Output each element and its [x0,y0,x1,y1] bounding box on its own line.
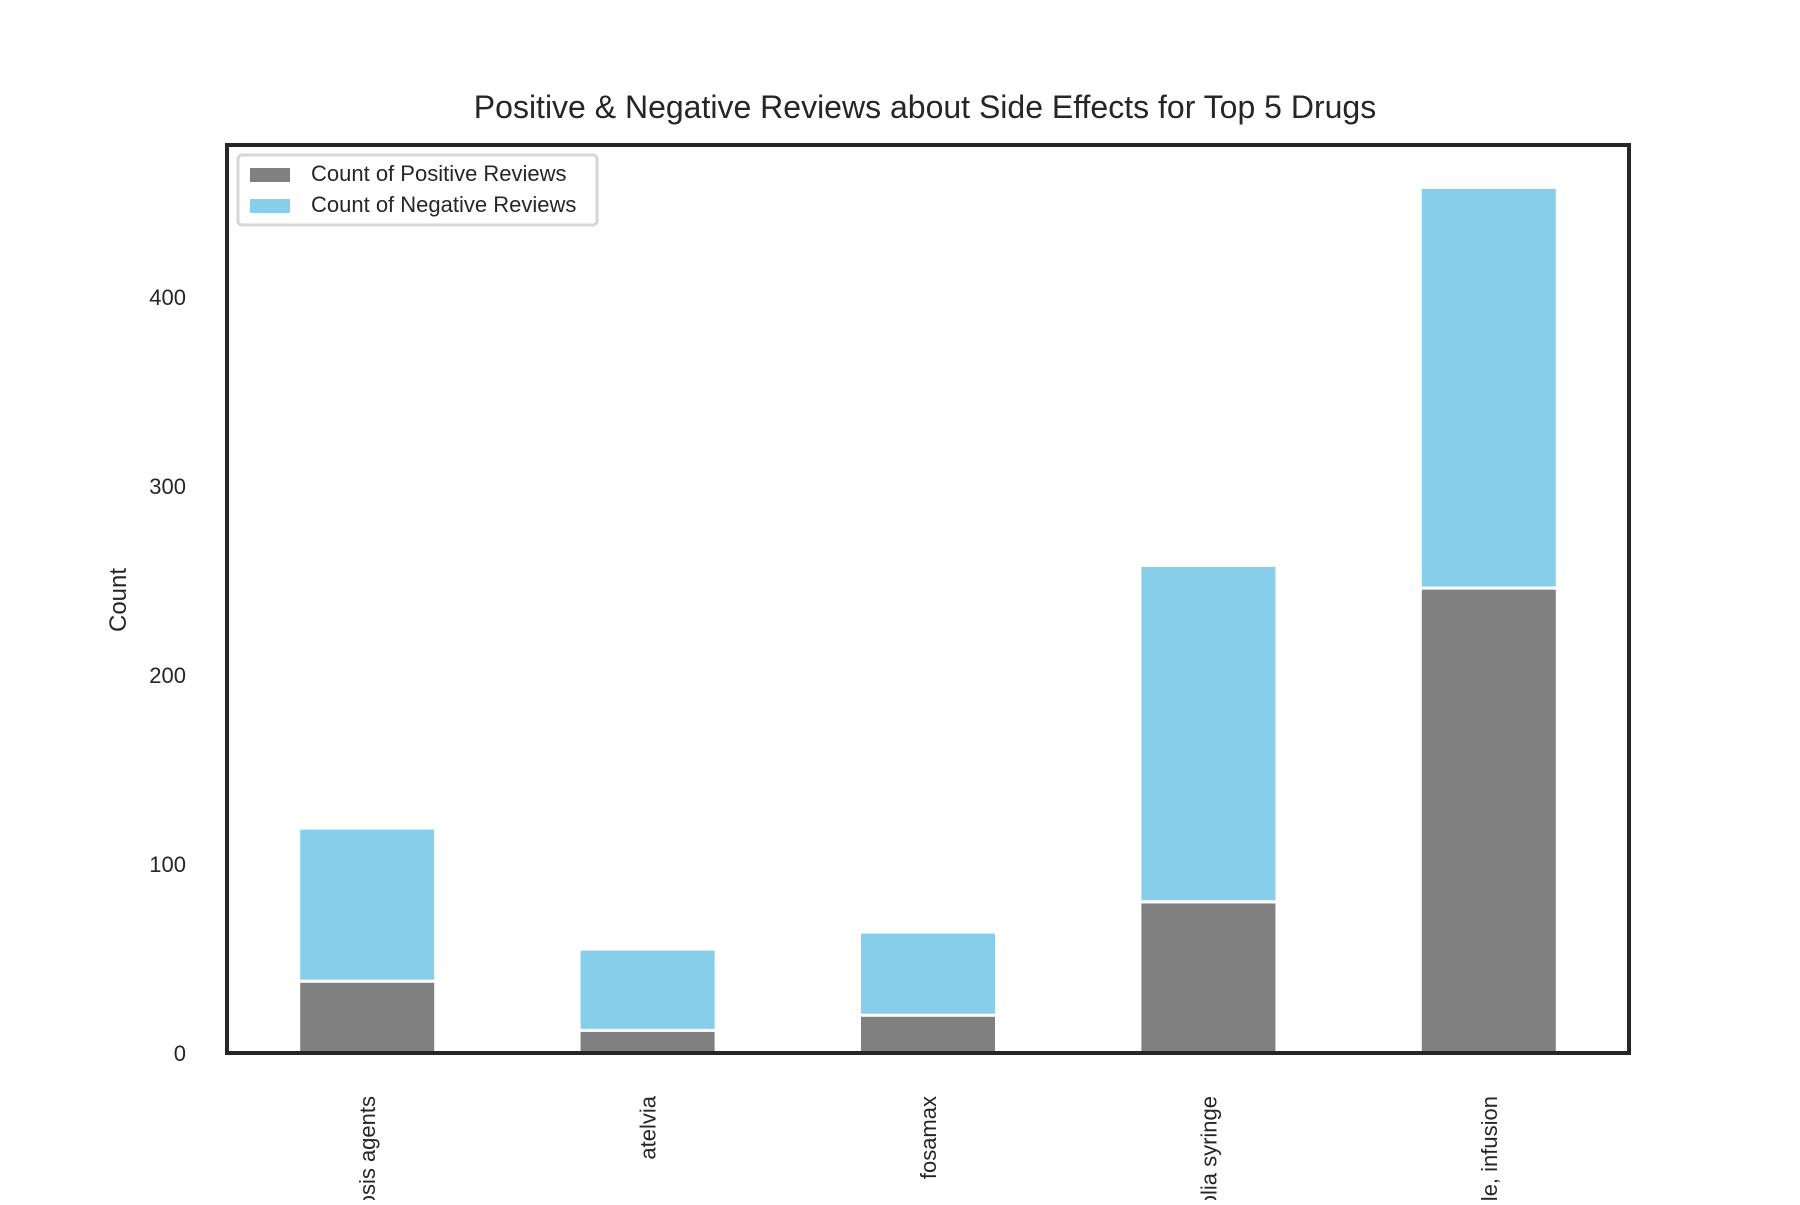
x-tick-label: le, infusion [1477,1096,1502,1200]
x-tick-label: olia syringe [1196,1096,1221,1200]
legend-label-positive: Count of Positive Reviews [311,161,567,186]
bar-positive [858,1013,998,1055]
plot-area-frame [225,143,1631,1055]
legend-swatch-negative [250,199,290,213]
bar-positive [297,979,438,1055]
bar-positive [1138,900,1279,1055]
x-tick-label: fosamax [916,1096,941,1179]
chart-title: Positive & Negative Reviews about Side E… [474,89,1376,125]
x-tick-label: atelvia [636,1095,661,1159]
bars-group [297,185,1559,1055]
legend: Count of Positive Reviews Count of Negat… [236,153,599,227]
bar-negative [1418,185,1559,590]
bar-negative [858,930,998,1017]
y-tick-label: 200 [149,663,186,688]
bar-negative [577,947,718,1032]
legend-swatch-positive [250,168,290,182]
bar-negative [1138,563,1279,904]
y-tick-label: 400 [149,285,186,310]
x-tick-label: osis agents [355,1096,380,1200]
bar-negative [297,826,438,983]
y-tick-label: 0 [174,1041,186,1066]
y-axis-ticks: 0 100 200 300 400 [149,285,186,1066]
legend-label-negative: Count of Negative Reviews [311,192,576,217]
y-tick-label: 100 [149,852,186,877]
y-axis-label: Count [105,568,132,632]
y-tick-label: 300 [149,474,186,499]
x-axis-tick-labels: osis agents atelvia fosamax olia syringe le,… [355,1095,1502,1205]
legend-box [236,153,599,227]
bar-positive [1418,586,1559,1055]
bar-positive [577,1028,718,1055]
